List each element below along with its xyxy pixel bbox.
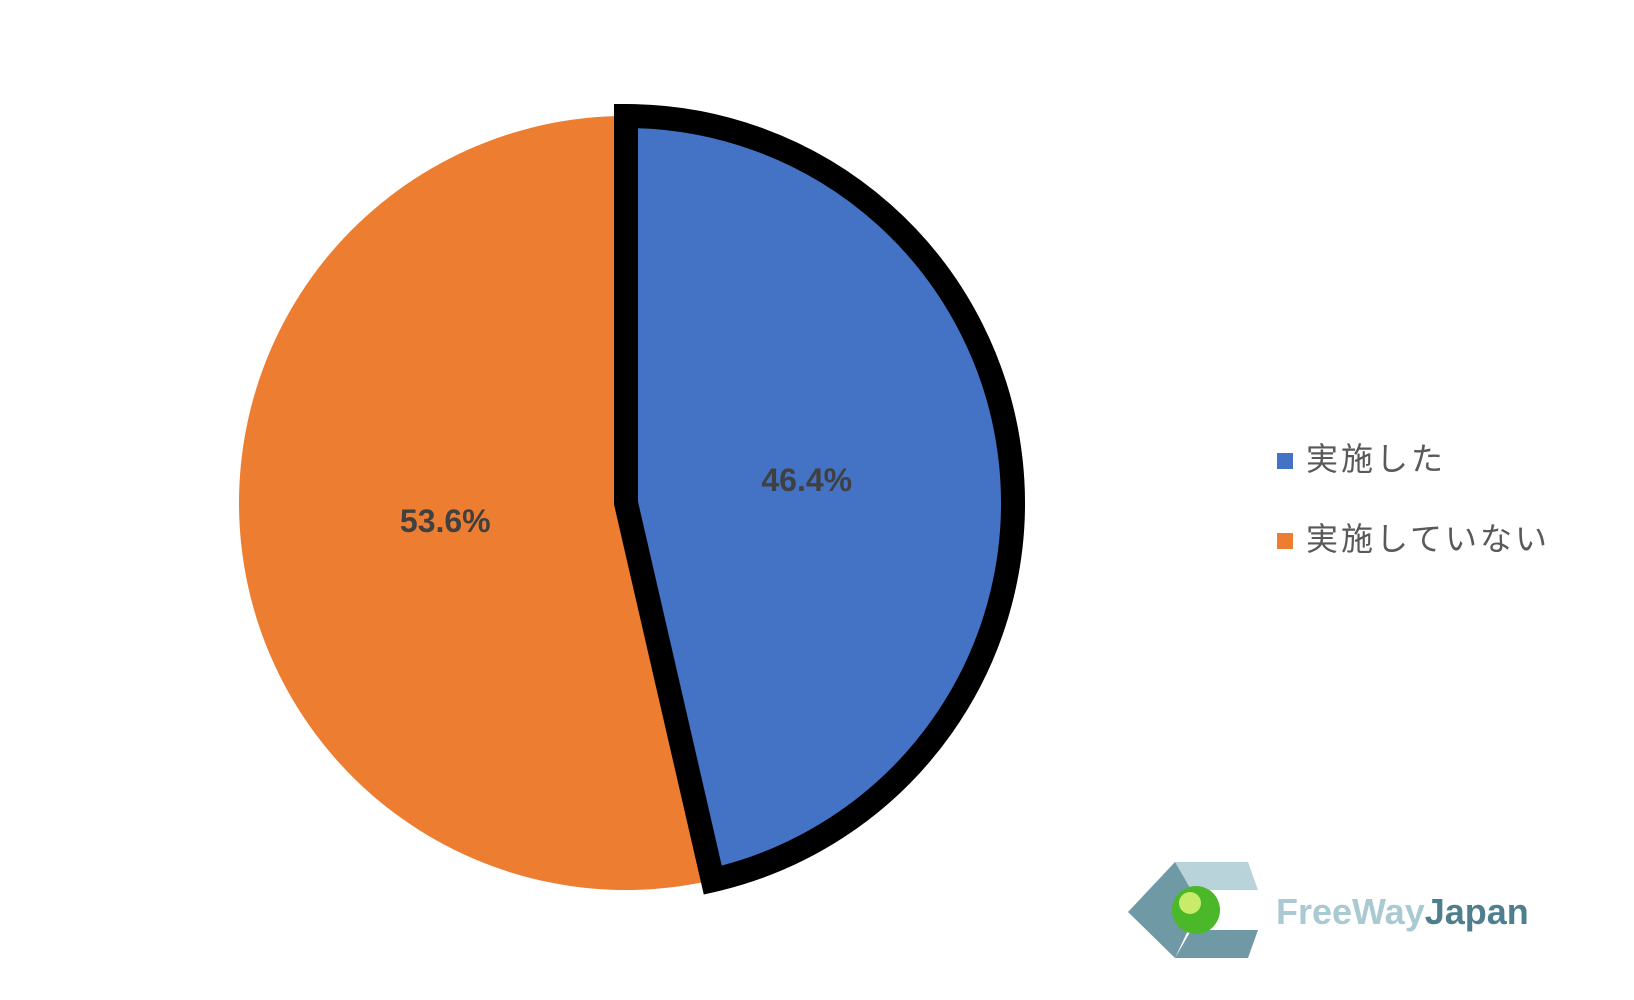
pie: [239, 103, 1025, 895]
legend-label: 実施していない: [1306, 520, 1550, 558]
pie-slice: [614, 103, 1025, 895]
legend-swatch: [1277, 533, 1293, 549]
logo-ball: [1179, 892, 1201, 914]
logo-text-part: Japan: [1425, 891, 1529, 932]
legend-swatch: [1277, 453, 1293, 469]
logo: FreeWayJapan: [1128, 862, 1529, 958]
value-label: 53.6%: [400, 503, 491, 539]
value-labels: 46.4% 53.6%: [400, 462, 852, 539]
logo-text: FreeWayJapan: [1276, 891, 1529, 932]
logo-text-part: FreeWay: [1276, 891, 1425, 932]
pie-slice: [239, 116, 713, 890]
legend-label: 実施した: [1306, 440, 1446, 478]
logo-shape: [1128, 862, 1200, 958]
value-label: 46.4%: [761, 462, 852, 498]
